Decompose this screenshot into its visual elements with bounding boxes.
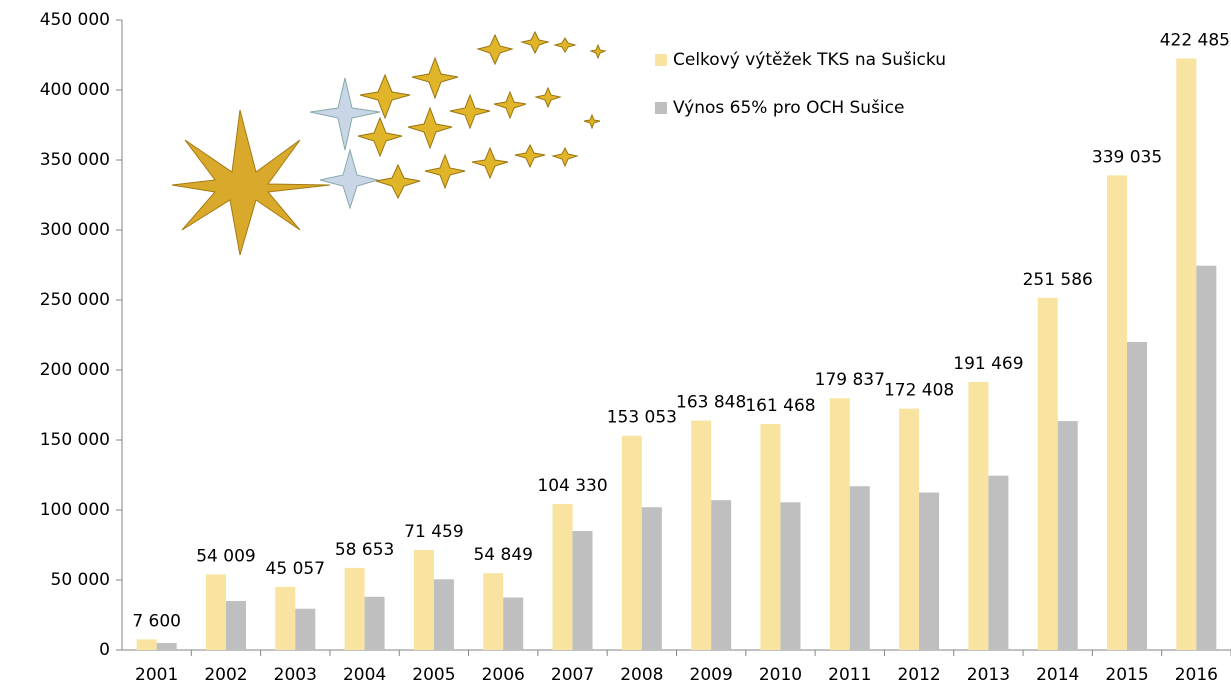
bar: [988, 475, 1009, 650]
value-label: 45 057: [266, 559, 325, 579]
bar: [295, 608, 316, 650]
y-tick-label: 350 000: [40, 150, 110, 170]
bar: [1057, 421, 1078, 650]
legend-label: Výnos 65% pro OCH Sušice: [673, 98, 904, 118]
y-tick-label: 300 000: [40, 220, 110, 240]
stars-decoration: [171, 30, 607, 256]
bar: [1176, 58, 1197, 651]
value-label: 191 469: [953, 354, 1023, 374]
bar: [572, 531, 593, 650]
x-tick-label: 2007: [551, 665, 594, 685]
x-tick-label: 2014: [1036, 665, 1079, 685]
x-tick-label: 2003: [274, 665, 317, 685]
x-tick-label: 2016: [1175, 665, 1218, 685]
bar: [364, 596, 385, 650]
value-label: 153 053: [607, 408, 677, 428]
x-tick-label: 2006: [482, 665, 525, 685]
y-tick-label: 50 000: [51, 570, 110, 590]
bar: [225, 601, 246, 650]
y-tick-label: 400 000: [40, 80, 110, 100]
value-label: 54 009: [196, 546, 255, 566]
value-label: 161 468: [745, 396, 815, 416]
bar: [1127, 342, 1148, 650]
x-tick-label: 2011: [828, 665, 871, 685]
legend-swatch: [655, 54, 667, 66]
bar: [899, 408, 920, 650]
bar: [205, 574, 226, 650]
y-tick-label: 150 000: [40, 430, 110, 450]
bar: [1037, 297, 1058, 650]
value-label: 172 408: [884, 381, 954, 401]
bar: [413, 549, 434, 650]
y-tick-label: 0: [99, 640, 110, 660]
value-label: 104 330: [537, 476, 607, 496]
bar: [156, 643, 177, 650]
bar: [829, 398, 850, 650]
legend-swatch: [655, 102, 667, 114]
bar: [1196, 265, 1217, 650]
value-label: 54 849: [473, 545, 532, 565]
legend-label: Celkový výtěžek TKS na Sušicku: [673, 50, 946, 70]
x-tick-label: 2001: [135, 665, 178, 685]
value-label: 71 459: [404, 522, 463, 542]
x-tick-label: 2013: [967, 665, 1010, 685]
x-tick-label: 2012: [897, 665, 940, 685]
bar: [641, 507, 662, 650]
value-label: 58 653: [335, 540, 394, 560]
y-tick-label: 100 000: [40, 500, 110, 520]
value-label: 179 837: [815, 370, 885, 390]
x-tick-label: 2002: [204, 665, 247, 685]
bar: [849, 486, 870, 650]
bar: [275, 586, 296, 650]
bar: [503, 597, 524, 650]
bar: [136, 639, 157, 650]
bar: [780, 502, 801, 650]
x-tick-label: 2010: [759, 665, 802, 685]
bar: [919, 492, 940, 650]
bar: [344, 567, 365, 650]
y-tick-label: 200 000: [40, 360, 110, 380]
x-tick-label: 2005: [412, 665, 455, 685]
x-tick-label: 2015: [1105, 665, 1148, 685]
y-tick-label: 450 000: [40, 10, 110, 30]
bar: [968, 381, 989, 650]
bar: [1107, 175, 1128, 650]
value-label: 7 600: [132, 611, 181, 631]
x-tick-label: 2008: [620, 665, 663, 685]
x-tick-label: 2009: [690, 665, 733, 685]
bar: [483, 573, 504, 650]
bar: [760, 423, 781, 650]
value-label: 163 848: [676, 393, 746, 413]
y-tick-label: 250 000: [40, 290, 110, 310]
value-label: 251 586: [1023, 270, 1093, 290]
bar: [691, 420, 712, 650]
bar: [433, 579, 454, 650]
x-tick-label: 2004: [343, 665, 386, 685]
bar: [552, 503, 573, 650]
value-label: 339 035: [1092, 147, 1162, 167]
bar: [711, 500, 732, 650]
value-label: 422 485: [1160, 31, 1230, 51]
bar: [621, 435, 642, 650]
